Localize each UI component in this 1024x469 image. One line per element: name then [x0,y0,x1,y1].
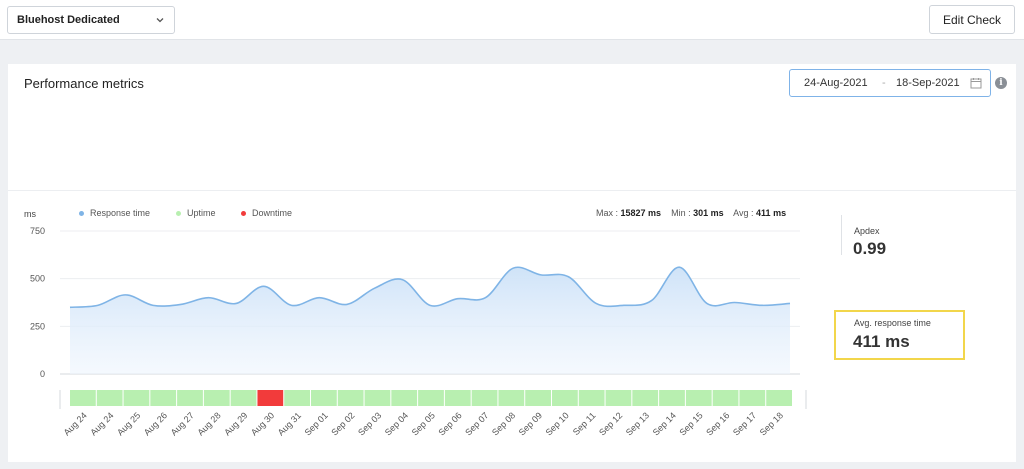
x-tick-label: Aug 28 [195,410,222,437]
min-label: Min : [671,208,691,218]
uptime-segment[interactable] [552,390,578,406]
uptime-segment[interactable] [391,390,418,406]
uptime-segment[interactable] [177,390,203,406]
response-stats: Max : 15827 ms Min : 301 ms Avg : 411 ms [596,208,786,218]
response-time-area [70,267,790,374]
info-icon[interactable]: i [995,77,1007,89]
x-tick-label: Sep 13 [624,410,651,437]
uptime-segment[interactable] [150,390,177,406]
apdex-value: 0.99 [853,239,887,258]
x-tick-label: Sep 01 [303,410,330,437]
y-tick-label: 500 [30,274,45,284]
legend-label: Response time [90,208,151,218]
uptime-segment[interactable] [471,390,498,406]
x-tick-label: Aug 24 [62,410,89,437]
x-tick-label: Sep 07 [463,410,490,437]
legend-label: Uptime [187,208,216,218]
uptime-segment[interactable] [284,390,310,406]
y-tick-label: 0 [40,369,45,379]
x-tick-label: Sep 14 [651,410,678,437]
x-tick-label: Sep 03 [356,410,383,437]
x-tick-label: Sep 18 [758,410,785,437]
date-range-picker[interactable]: 24-Aug-2021 - 18-Sep-2021 [789,69,991,97]
avg-value: 411 ms [756,208,787,218]
x-tick-label: Sep 08 [490,410,517,437]
avg-response-value: 411 ms [853,332,910,351]
response-time-dot-icon [79,210,84,216]
max-value: 15827 ms [620,208,662,218]
y-tick-label: 250 [30,321,45,331]
avg-response-highlight [834,310,965,360]
date-end: 18-Sep-2021 [896,77,960,89]
x-tick-label: Sep 10 [544,410,571,437]
legend-uptime[interactable]: Uptime [176,208,216,218]
uptime-segment[interactable] [578,390,605,406]
uptime-segment[interactable] [418,390,444,406]
performance-panel: Performance metrics 24-Aug-2021 - 18-Sep… [8,64,1016,462]
avg-response-label: Avg. response time [854,318,931,328]
x-tick-label: Sep 02 [329,410,356,437]
panel-title: Performance metrics [24,76,144,91]
x-tick-label: Aug 24 [88,410,115,437]
x-tick-label: Sep 15 [677,410,704,437]
uptime-segment[interactable] [70,390,96,406]
uptime-segment[interactable] [632,390,659,406]
uptime-segment[interactable] [766,390,792,406]
uptime-segment[interactable] [739,390,766,406]
x-tick-label: Sep 06 [436,410,463,437]
uptime-segment[interactable] [525,390,551,406]
monitor-select[interactable]: Bluehost Dedicated [7,6,175,34]
x-tick-label: Aug 31 [276,410,303,437]
uptime-segment[interactable] [123,390,150,406]
x-tick-label: Sep 05 [410,410,437,437]
response-time-line [69,266,791,309]
y-axis-unit: ms [24,209,36,219]
date-separator: - [882,77,886,89]
panel-divider [8,190,1016,191]
uptime-segment[interactable] [712,390,739,406]
x-tick-label: Sep 12 [597,410,624,437]
uptime-segment[interactable] [685,390,712,406]
legend-label: Downtime [252,208,293,218]
downtime-dot-icon [241,210,246,216]
chevron-down-icon [156,18,164,23]
x-tick-label: Aug 26 [142,410,169,437]
uptime-segment[interactable] [444,390,471,406]
downtime-segment[interactable] [257,390,284,406]
x-tick-label: Sep 16 [704,410,731,437]
min-value: 301 ms [693,208,724,218]
x-tick-label: Aug 29 [222,410,249,437]
max-label: Max : [596,208,619,218]
side-divider [841,215,842,255]
uptime-segment[interactable] [498,390,525,406]
uptime-dot-icon [176,210,181,216]
y-tick-label: 750 [30,226,45,236]
avg-label: Avg : [733,208,754,218]
uptime-segment[interactable] [230,390,257,406]
uptime-segment[interactable] [337,390,364,406]
date-start: 24-Aug-2021 [804,77,868,89]
x-tick-label: Sep 09 [517,410,544,437]
x-tick-label: Sep 04 [383,410,410,437]
x-tick-label: Sep 11 [571,410,598,437]
x-tick-label: Aug 27 [169,410,196,437]
top-bar: Bluehost Dedicated Edit Check [0,0,1024,40]
monitor-select-value: Bluehost Dedicated [17,14,120,26]
edit-check-button[interactable]: Edit Check [929,5,1015,34]
x-tick-label: Aug 30 [249,410,276,437]
uptime-segment[interactable] [364,390,391,406]
x-tick-label: Aug 25 [115,410,142,437]
apdex-label: Apdex [854,226,880,236]
uptime-segment[interactable] [96,390,123,406]
legend-response-time[interactable]: Response time [79,208,150,218]
calendar-icon [970,78,982,89]
x-tick-label: Sep 17 [731,410,758,437]
uptime-segment[interactable] [605,390,632,406]
uptime-segment[interactable] [203,390,230,406]
uptime-segment[interactable] [659,390,685,406]
legend-downtime[interactable]: Downtime [241,208,292,218]
uptime-segment[interactable] [311,390,337,406]
